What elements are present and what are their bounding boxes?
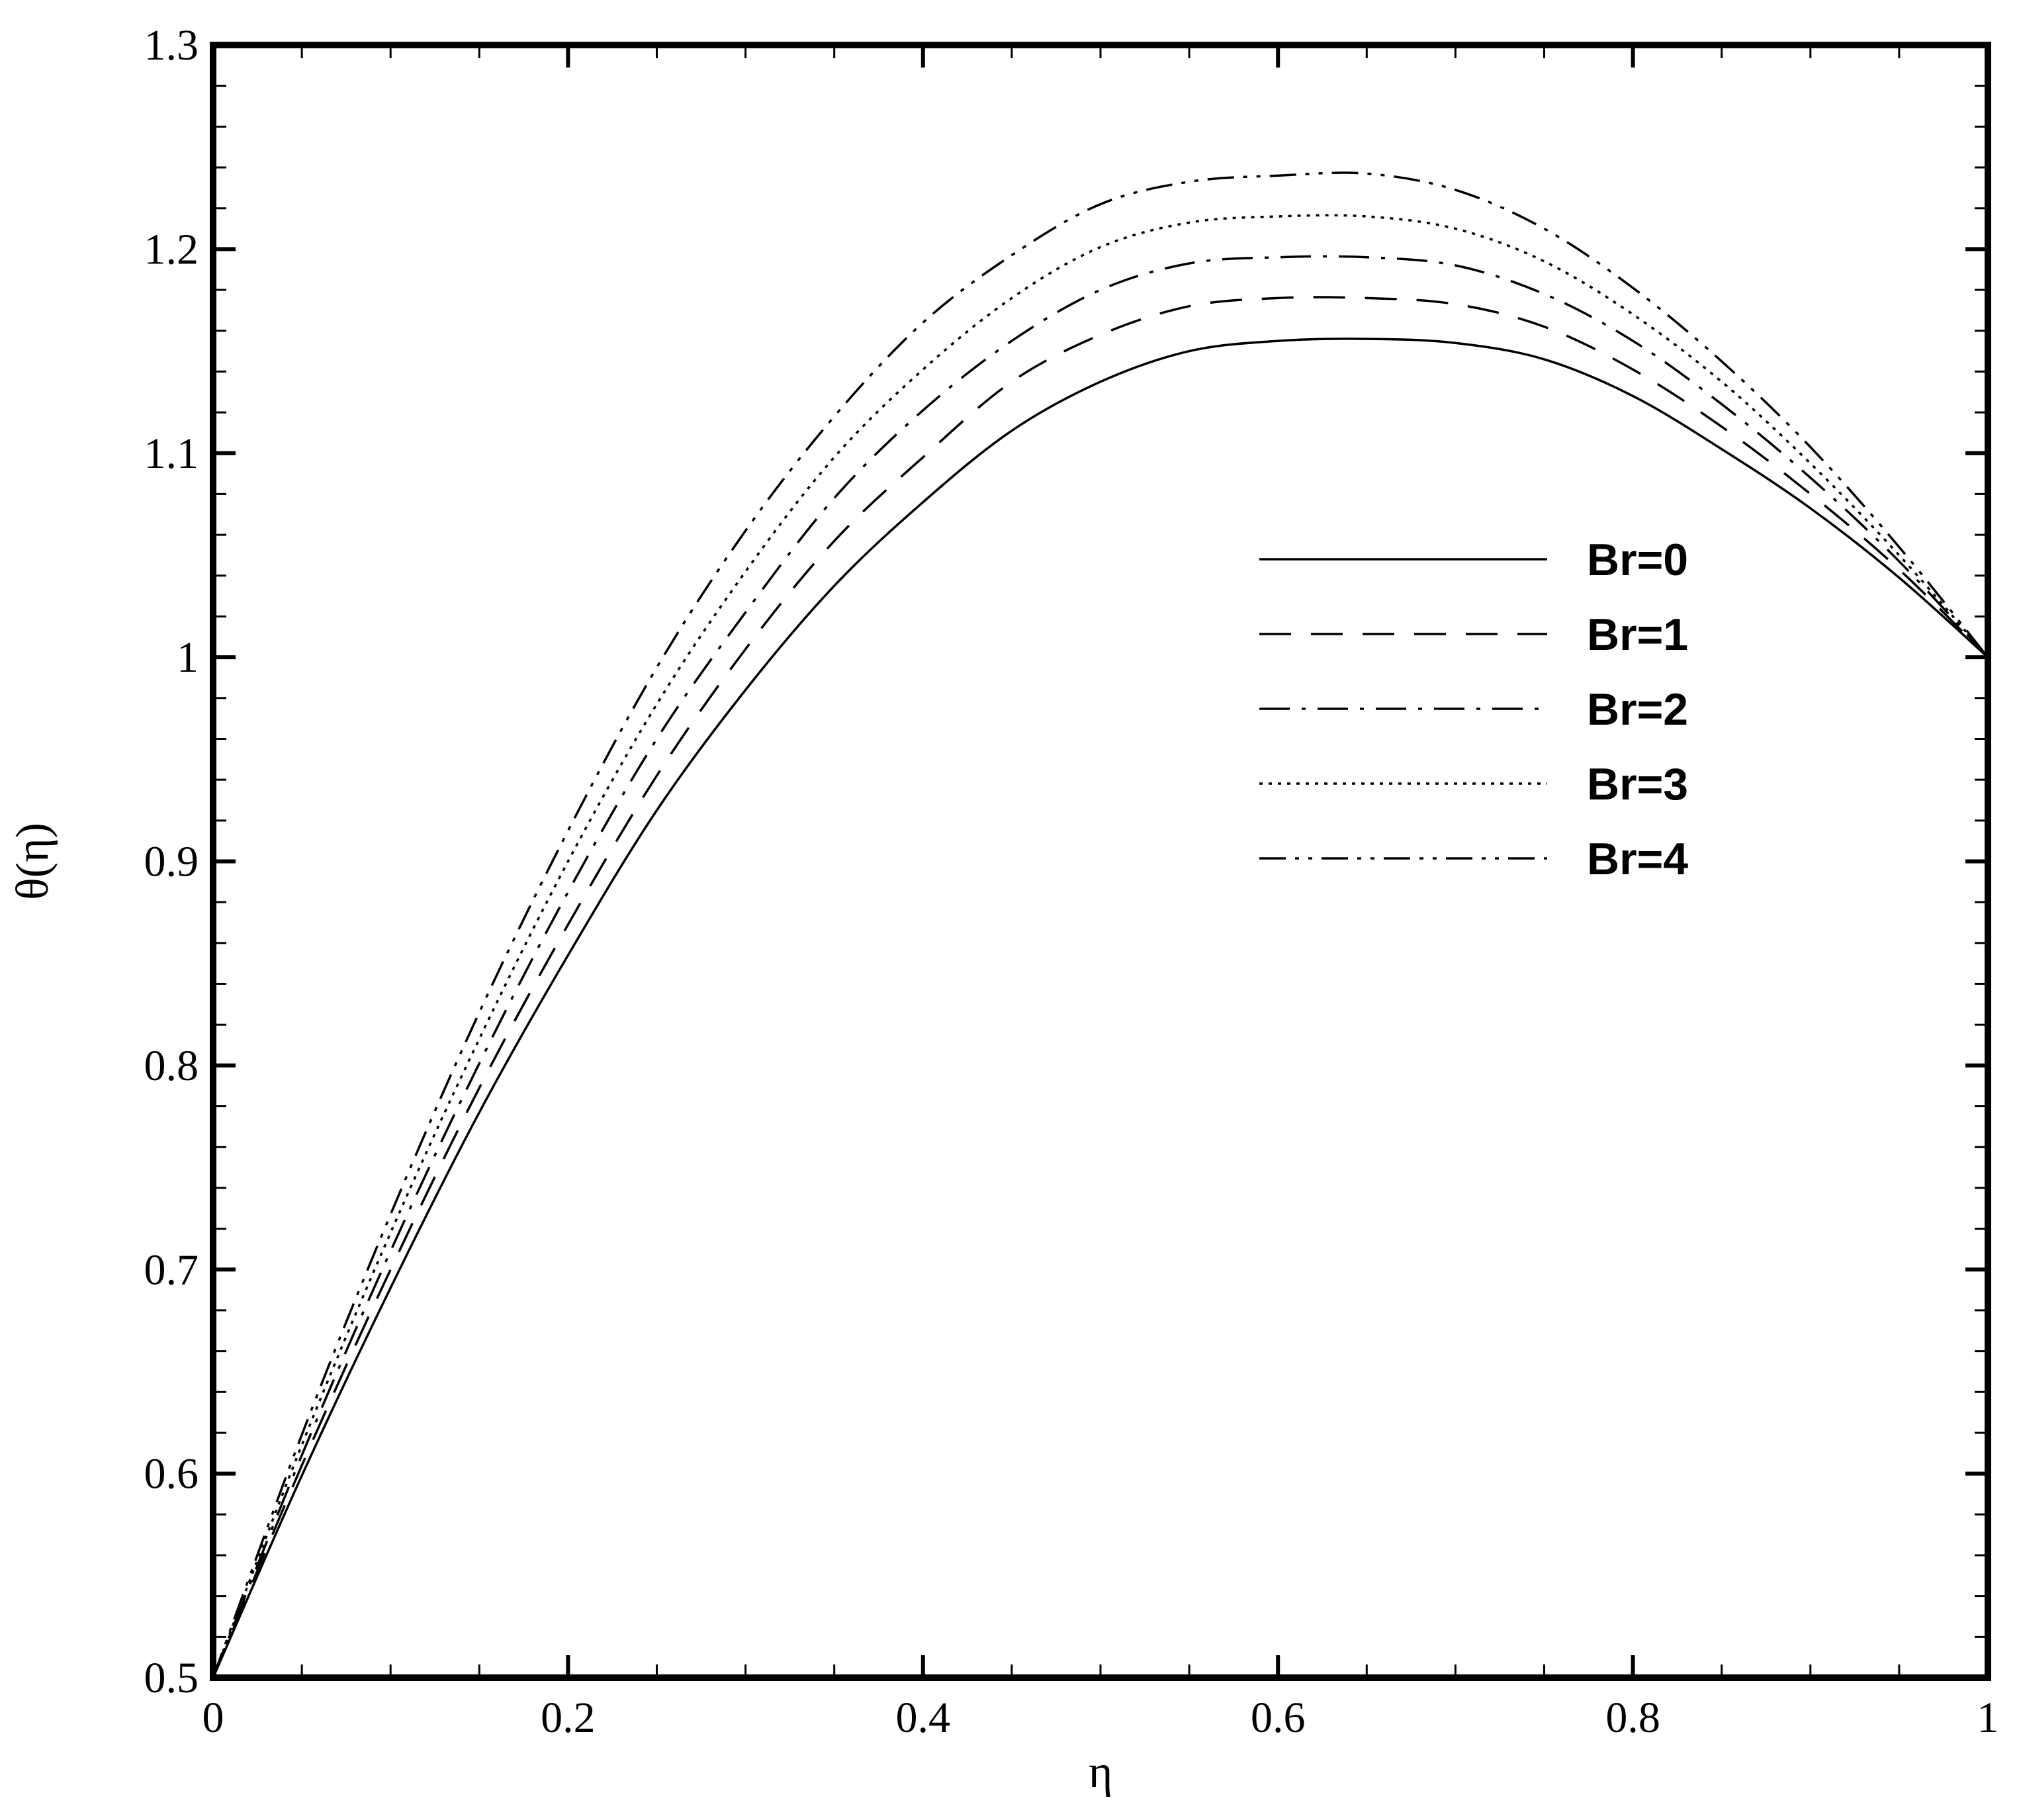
series-line-br-0 [212,338,1989,1678]
x-tick-labels: 0 0.2 0.4 0.6 0.8 1 [202,1694,1999,1742]
x-tick-label: 0.2 [541,1694,596,1742]
x-tick-label: 0.6 [1251,1694,1306,1742]
legend-label: Br=1 [1587,610,1688,660]
y-tick-label: 0.9 [144,838,199,886]
series-line-br-3 [212,214,1989,1678]
legend-label: Br=0 [1587,535,1688,585]
series-line-br-4 [212,171,1989,1678]
y-tick-label: 1.1 [144,430,199,478]
x-tick-label: 0.8 [1605,1694,1660,1742]
y-tick-label: 1.3 [144,21,199,69]
x-tick-label: 0 [202,1694,224,1742]
legend-label: Br=4 [1587,834,1688,884]
y-tick-label: 0.5 [144,1654,199,1702]
major-ticks [211,43,1990,1680]
legend-label: Br=3 [1587,759,1688,809]
x-tick-label: 1 [1977,1694,1999,1742]
y-tick-labels: 0.5 0.6 0.7 0.8 0.9 1 1.1 1.2 1.3 [144,21,199,1702]
series-lines [212,171,1989,1678]
minor-ticks [213,45,1988,1678]
y-tick-label: 1 [177,633,199,682]
legend: Br=0 Br=1 Br=2 Br=3 Br=4 [1259,535,1688,884]
y-tick-label: 0.8 [144,1042,199,1090]
series-line-br-2 [212,255,1989,1678]
y-tick-label: 1.2 [144,225,199,273]
legend-label: Br=2 [1587,684,1688,735]
y-axis-title: θ(η) [7,823,58,900]
x-tick-label: 0.4 [896,1694,951,1742]
x-axis-title: η [1089,1747,1113,1797]
plot-frame [210,42,1991,1681]
y-tick-label: 0.6 [144,1450,199,1498]
series-line-br-1 [212,296,1989,1678]
y-tick-label: 0.7 [144,1246,199,1294]
